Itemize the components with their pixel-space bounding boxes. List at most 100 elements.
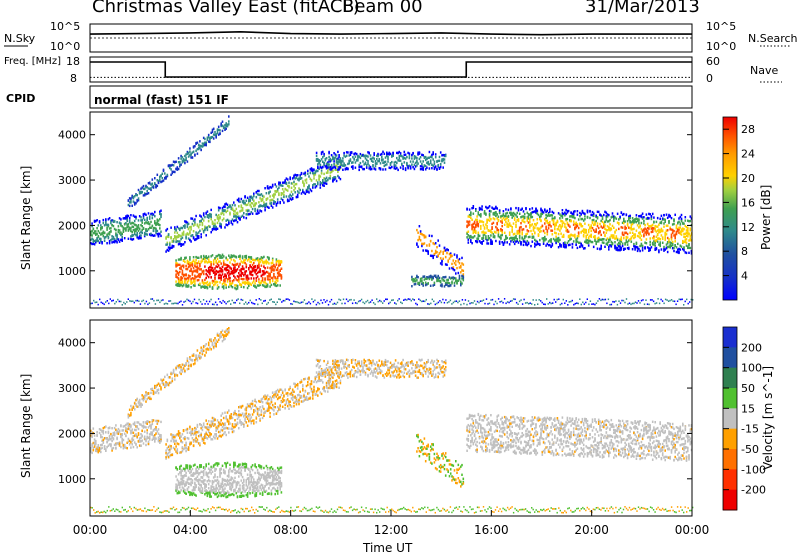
power-cell <box>575 221 577 224</box>
power-cell <box>195 262 197 265</box>
power-cell <box>313 168 315 171</box>
power-cell <box>630 226 633 230</box>
power-cell <box>258 265 260 269</box>
power-cell <box>132 225 135 229</box>
power-cell <box>554 239 556 242</box>
power-cell <box>451 282 453 285</box>
velocity-cell <box>156 420 159 424</box>
velocity-cell <box>136 425 138 428</box>
power-cell <box>161 180 164 183</box>
power-cell <box>264 277 266 280</box>
power-cell <box>413 155 416 158</box>
power-cell <box>689 301 691 303</box>
power-cell <box>228 271 230 274</box>
power-cell <box>137 226 140 229</box>
velocity-cell <box>120 435 122 439</box>
velocity-cell <box>143 425 146 429</box>
power-cell <box>174 170 176 174</box>
power-cell <box>544 208 546 212</box>
power-cell <box>547 244 550 247</box>
power-cell <box>157 219 160 222</box>
power-cell <box>217 214 220 217</box>
power-cell <box>216 303 218 306</box>
power-cell <box>243 267 245 270</box>
power-cell <box>186 221 189 224</box>
power-cell <box>215 261 217 264</box>
power-cell <box>271 194 274 197</box>
power-cell <box>508 223 511 226</box>
power-cell <box>111 300 113 302</box>
power-cell <box>245 209 248 212</box>
power-cell <box>281 301 283 303</box>
power-cell <box>506 222 508 225</box>
velocity-cell <box>142 442 145 445</box>
power-cell <box>677 221 679 224</box>
power-cell <box>481 242 483 245</box>
velocity-cell <box>136 421 138 424</box>
power-cell <box>241 278 244 281</box>
power-cell <box>339 166 342 169</box>
power-cell <box>653 243 655 246</box>
power-cell <box>643 228 645 231</box>
power-cell <box>537 213 540 217</box>
power-cell <box>212 227 215 230</box>
power-cell <box>128 197 131 200</box>
power-ylabel: Slant Range [km] <box>19 166 33 270</box>
power-cell <box>338 154 340 157</box>
power-cell <box>189 269 191 273</box>
velocity-cell <box>127 427 130 431</box>
power-cell <box>625 227 628 230</box>
power-cell <box>532 226 535 230</box>
power-cell <box>207 219 210 223</box>
power-cell <box>624 227 626 231</box>
power-cell <box>582 219 585 222</box>
power-cell <box>234 260 236 263</box>
power-cell <box>664 298 667 301</box>
power-cell <box>606 225 609 228</box>
power-cell <box>118 217 121 220</box>
power-cell <box>187 237 190 240</box>
power-cell <box>557 239 560 242</box>
power-cell <box>619 247 621 250</box>
power-cell <box>225 202 227 205</box>
velocity-cell <box>143 430 146 433</box>
power-cell <box>286 189 289 192</box>
power-cell <box>518 232 521 235</box>
power-cell <box>382 168 384 171</box>
power-cell <box>108 239 111 243</box>
power-cell <box>444 283 447 286</box>
power-cell <box>471 236 473 239</box>
power-cell <box>561 222 564 226</box>
power-cell <box>623 222 625 225</box>
power-cell <box>195 302 197 304</box>
velocity-cell <box>115 443 117 446</box>
power-cell <box>335 161 338 164</box>
power-cell <box>448 257 451 260</box>
power-cell <box>275 185 278 188</box>
power-cell <box>299 188 301 192</box>
power-cell <box>544 218 546 221</box>
power-cell <box>501 241 503 244</box>
power-cell <box>523 298 525 301</box>
power-cell <box>653 240 655 243</box>
power-cell <box>396 151 398 155</box>
power-cell <box>133 203 136 206</box>
power-cell <box>175 275 177 278</box>
power-cell <box>604 298 607 301</box>
power-cell <box>192 267 195 270</box>
power-cell <box>664 234 666 237</box>
power-cell <box>451 262 453 266</box>
power-cell <box>257 303 259 306</box>
power-cell <box>557 228 560 231</box>
power-cell <box>220 224 222 228</box>
power-cell <box>534 226 536 229</box>
power-cell <box>587 241 590 244</box>
power-cell <box>654 248 656 251</box>
power-cell <box>359 161 362 165</box>
power-cell <box>462 269 465 272</box>
power-cell <box>329 177 332 180</box>
power-cell <box>580 223 582 226</box>
power-cell <box>338 176 340 179</box>
power-cell <box>550 240 552 243</box>
power-cell <box>534 242 536 245</box>
